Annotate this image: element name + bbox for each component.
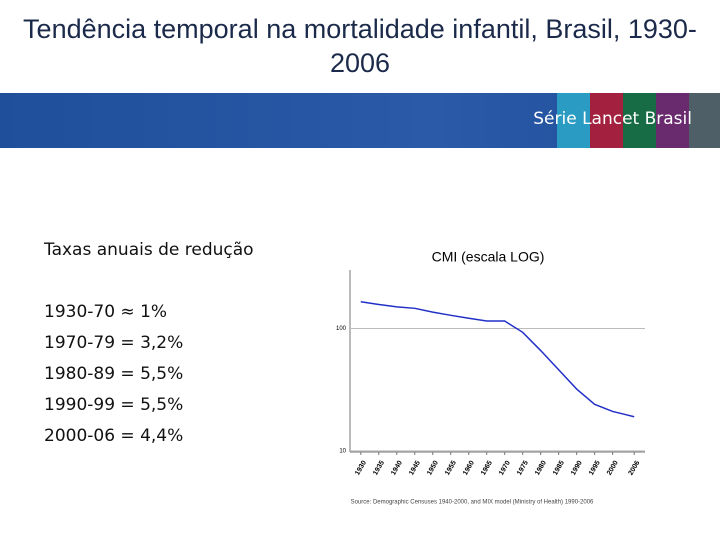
- data-line: [360, 301, 635, 418]
- rate-line: 2000-06 = 4,4%: [44, 426, 184, 446]
- left-heading: Taxas anuais de redução: [44, 240, 254, 260]
- x-tick-label: 1955: [444, 460, 458, 477]
- x-tick-label: 1990: [570, 460, 584, 477]
- chart-source: Source: Demographic Censuses 1940-2000, …: [351, 500, 594, 506]
- rate-line: 1970-79 = 3,2%: [44, 333, 184, 353]
- x-tick-label: 1985: [552, 460, 566, 477]
- x-tick-label: 1975: [516, 460, 530, 477]
- banner-text: Série Lancet Brasil: [533, 109, 692, 129]
- rate-line: 1930-70 ≈ 1%: [44, 302, 168, 322]
- color-block: [689, 93, 720, 148]
- x-tick-label: 1945: [408, 460, 422, 477]
- x-tick-label: 1970: [498, 460, 512, 477]
- rate-line: 1980-89 = 5,5%: [44, 364, 184, 384]
- color-block: [590, 93, 623, 148]
- x-tick-label: 2000: [606, 460, 620, 477]
- y-tick-label: 100: [336, 326, 347, 332]
- x-tick-label: 1940: [390, 460, 404, 477]
- x-tick-label: 1930: [354, 460, 368, 477]
- chart-title: CMI (escala LOG): [432, 249, 545, 265]
- color-block: [557, 93, 590, 148]
- x-tick-label: 1960: [462, 460, 476, 477]
- rate-line: 1990-99 = 5,5%: [44, 395, 184, 415]
- x-tick-label: 1980: [534, 460, 548, 477]
- color-block: [623, 93, 656, 148]
- x-tick-label: 1965: [480, 460, 494, 477]
- x-tick-label: 1935: [372, 460, 386, 477]
- y-tick-label: 10: [339, 449, 346, 455]
- x-tick-label: 1995: [588, 460, 602, 477]
- banner-band: Série Lancet Brasil: [0, 93, 720, 148]
- color-block: [656, 93, 689, 148]
- x-tick-label: 1950: [426, 460, 440, 477]
- x-tick-label: 2006: [628, 460, 642, 477]
- slide-title: Tendência temporal na mortalidade infant…: [23, 14, 697, 78]
